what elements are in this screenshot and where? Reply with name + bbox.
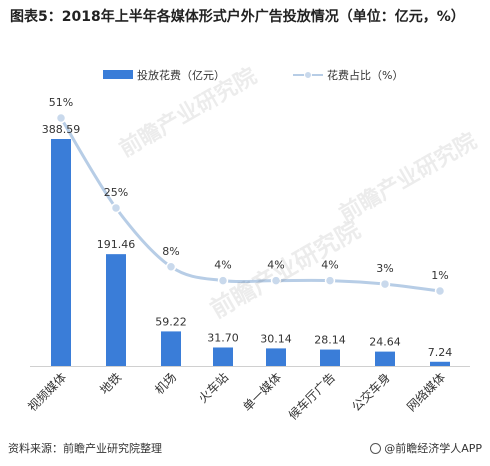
x-tick-label-2: 地铁 <box>97 370 124 397</box>
brand-footer: @前瞻经济学人APP <box>370 440 482 456</box>
share-label-3: 8% <box>162 245 179 258</box>
legend: 投放花费（亿元） 花费占比（%） <box>103 68 403 82</box>
x-tick-label-6: 候车厅广告 <box>285 370 338 423</box>
bar-1 <box>51 139 71 366</box>
bar-series <box>51 139 450 366</box>
bar-7 <box>375 351 395 366</box>
share-point-7 <box>379 278 391 290</box>
bar-label-8: 7.24 <box>428 346 453 359</box>
share-point-3 <box>165 261 177 273</box>
share-label-2: 25% <box>104 186 128 199</box>
bar-4 <box>213 347 233 366</box>
bar-3 <box>161 331 181 366</box>
share-point-2 <box>110 202 122 214</box>
legend-line-marker <box>304 71 312 79</box>
x-tick-label-8: 网络媒体 <box>404 370 449 415</box>
chart-title: 图表5：2018年上半年各媒体形式户外广告投放情况（单位：亿元，%） <box>10 9 465 25</box>
x-tick-label-3: 机场 <box>152 370 179 397</box>
share-point-5 <box>270 275 282 286</box>
brand-logo-icon <box>370 443 382 454</box>
share-point-6 <box>324 275 336 286</box>
share-point-4 <box>217 275 229 286</box>
share-label-4: 4% <box>214 259 231 272</box>
share-label-7: 3% <box>376 262 393 275</box>
bar-label-3: 59.22 <box>155 315 187 328</box>
bar-label-5: 30.14 <box>260 332 292 345</box>
bar-6 <box>320 349 340 366</box>
bar-label-6: 28.14 <box>314 334 346 347</box>
bar-2 <box>106 254 126 366</box>
line-series <box>55 112 446 297</box>
x-tick-label-7: 公交车身 <box>349 370 394 415</box>
brand-text: @前瞻经济学人APP <box>384 442 482 455</box>
share-point-8 <box>434 285 446 297</box>
legend-bar-swatch <box>103 70 133 79</box>
bar-8 <box>430 361 450 366</box>
x-tick-label-1: 视频媒体 <box>25 370 70 415</box>
legend-line-label: 花费占比（%） <box>327 68 403 82</box>
share-label-1: 51% <box>49 96 73 109</box>
bar-label-4: 31.70 <box>207 331 239 344</box>
bar-5 <box>266 348 286 366</box>
share-point-1 <box>55 112 67 124</box>
data-labels: 388.59 191.46 59.22 31.70 30.14 28.14 24.64 7.2… <box>42 96 453 359</box>
legend-bar-label: 投放花费（亿元） <box>137 68 225 82</box>
bar-label-2: 191.46 <box>97 238 136 251</box>
source-note: 资料来源：前瞻产业研究院整理 <box>8 442 162 455</box>
share-label-5: 4% <box>267 259 284 272</box>
x-axis: 视频媒体 地铁 机场 火车站 单一媒体 候车厅广告 公交车身 网络媒体 <box>25 366 470 423</box>
share-label-6: 4% <box>321 259 338 272</box>
x-tick-label-4: 火车站 <box>195 370 231 406</box>
x-tick-label-5: 单一媒体 <box>240 370 284 414</box>
bar-label-1: 388.59 <box>42 123 81 136</box>
share-label-8: 1% <box>431 269 448 282</box>
bar-label-7: 24.64 <box>369 336 401 349</box>
